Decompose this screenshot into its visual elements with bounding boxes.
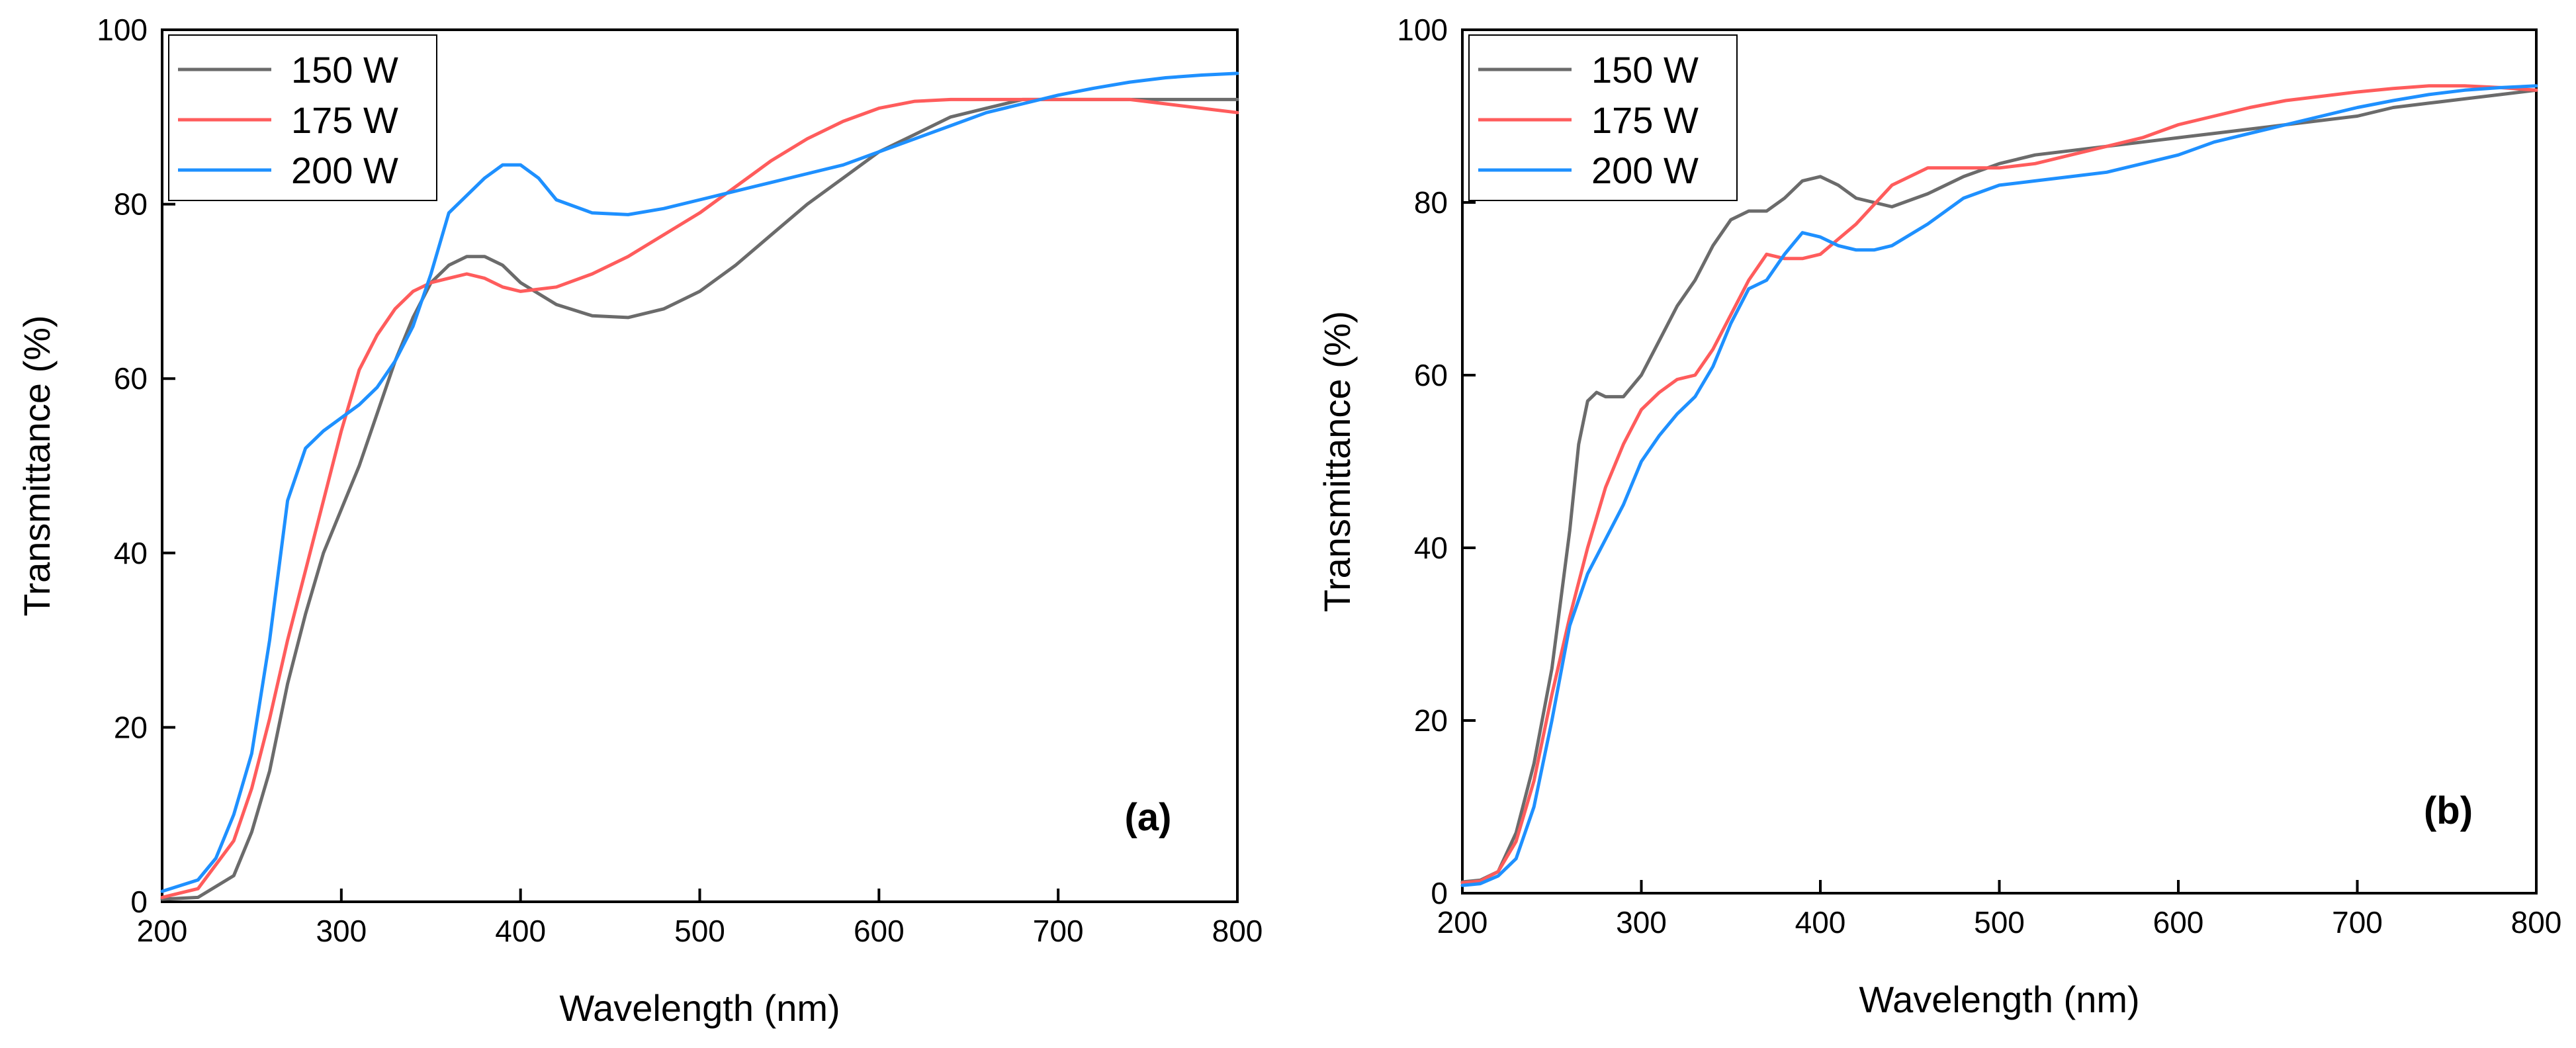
- y-tick-label: 20: [114, 710, 148, 744]
- series-line-150w: [160, 97, 1239, 901]
- y-tick-label: 0: [130, 885, 148, 919]
- legend: 150 W 175 W 200 W: [168, 34, 437, 201]
- chart-panel-a: 200 300 400 500 600 700 800 0 20 40 60 80 100 Wavelen…: [16, 13, 1263, 1029]
- legend: 150 W 175 W 200 W: [1468, 34, 1738, 201]
- x-tick-label: 500: [674, 914, 725, 948]
- x-axis-title: Wavelength (nm): [559, 987, 840, 1029]
- series-line-175w: [160, 97, 1239, 899]
- x-tick-label: 200: [137, 914, 188, 948]
- legend-label: 150 W: [1591, 49, 1699, 91]
- legend-label: 175 W: [291, 99, 398, 141]
- y-axis-title: Transmittance (%): [1316, 311, 1358, 612]
- y-tick-label: 40: [1414, 531, 1448, 565]
- legend-box: [1468, 34, 1738, 201]
- y-tick-label: 60: [1414, 358, 1448, 392]
- legend-box: [168, 34, 437, 201]
- y-tick-label: 100: [1397, 13, 1448, 47]
- panel-label: (a): [1125, 796, 1172, 839]
- x-tick-label: 600: [2153, 905, 2204, 939]
- x-tick-label: 300: [1616, 905, 1667, 939]
- series-line-200w: [1460, 84, 2538, 887]
- legend-label: 150 W: [291, 49, 398, 91]
- x-tick-label: 700: [1033, 914, 1084, 948]
- series-line-175w: [1460, 84, 2538, 885]
- x-tick-label: 400: [495, 914, 546, 948]
- series-line-200w: [160, 71, 1239, 893]
- y-tick-label: 80: [114, 187, 148, 222]
- x-tick-label: 800: [2511, 905, 2562, 939]
- x-tick-label: 300: [316, 914, 367, 948]
- y-tick-label: 20: [1414, 703, 1448, 738]
- x-axis-title: Wavelength (nm): [1859, 979, 2139, 1020]
- y-tick-label: 80: [1414, 185, 1448, 220]
- series-line-150w: [1460, 88, 2538, 884]
- y-tick-label: 40: [114, 536, 148, 570]
- x-tick-label: 800: [1212, 914, 1263, 948]
- legend-label: 200 W: [291, 150, 398, 191]
- legend-label: 175 W: [1591, 99, 1699, 141]
- chart-panel-b: 200 300 400 500 600 700 800 0 20 40 60 80 100 Wavelen…: [1316, 13, 2561, 1020]
- y-tick-label: 0: [1431, 876, 1448, 910]
- legend-label: 200 W: [1591, 150, 1699, 191]
- x-tick-label: 400: [1795, 905, 1846, 939]
- x-tick-label: 700: [2332, 905, 2383, 939]
- y-tick-label: 60: [114, 361, 148, 396]
- y-axis-title: Transmittance (%): [16, 315, 58, 616]
- panel-label: (b): [2424, 789, 2473, 832]
- x-tick-label: 500: [1974, 905, 2025, 939]
- x-tick-label: 200: [1437, 905, 1488, 939]
- y-tick-label: 100: [97, 13, 148, 47]
- x-tick-label: 600: [854, 914, 905, 948]
